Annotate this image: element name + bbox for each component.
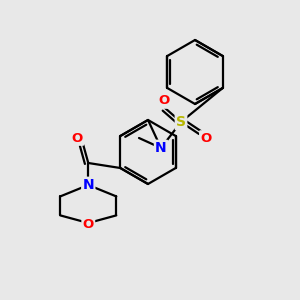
Text: S: S [176,115,186,129]
Text: O: O [200,131,211,145]
Text: O: O [83,218,94,232]
Text: N: N [82,178,94,192]
Text: O: O [72,131,83,145]
Text: O: O [158,94,169,107]
Text: N: N [155,141,167,155]
